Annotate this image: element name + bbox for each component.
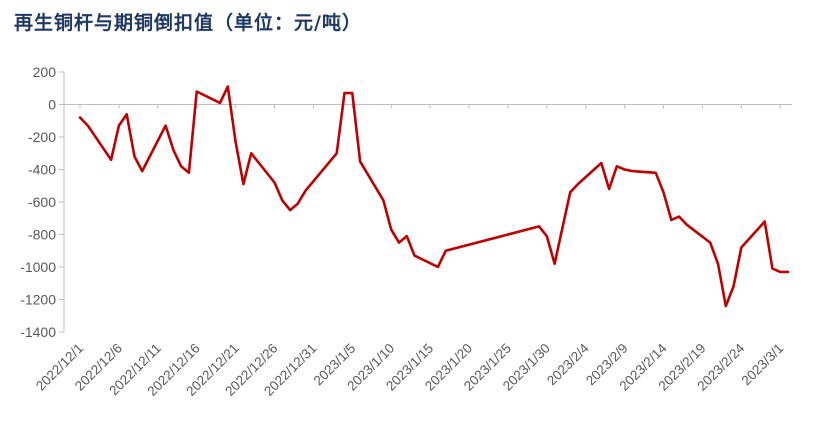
y-axis-tick-labels: 200 0 -200 -400 -600 -800 -1000 -1200 -1400	[20, 64, 56, 340]
chart-title: 再生铜杆与期铜倒扣值（单位：元/吨）	[14, 12, 362, 34]
y-tick-label: -800	[28, 227, 56, 243]
y-tick-label: -1000	[20, 259, 56, 275]
series-line	[78, 85, 790, 308]
y-tick-label: -200	[28, 129, 56, 145]
x-axis-tick-labels: 2022/12/12022/12/62022/12/112022/12/1620…	[33, 340, 786, 399]
plot-area	[78, 85, 790, 308]
y-tick-label: -400	[28, 162, 56, 178]
y-tick-label: -600	[28, 194, 56, 210]
chart-axes	[59, 71, 792, 333]
x-tick-label: 2023/3/1	[739, 341, 787, 389]
y-tick-label: -1200	[20, 292, 56, 308]
y-tick-label: 200	[33, 64, 57, 80]
y-tick-label: -1400	[20, 324, 56, 340]
y-tick-label: 0	[48, 97, 56, 113]
